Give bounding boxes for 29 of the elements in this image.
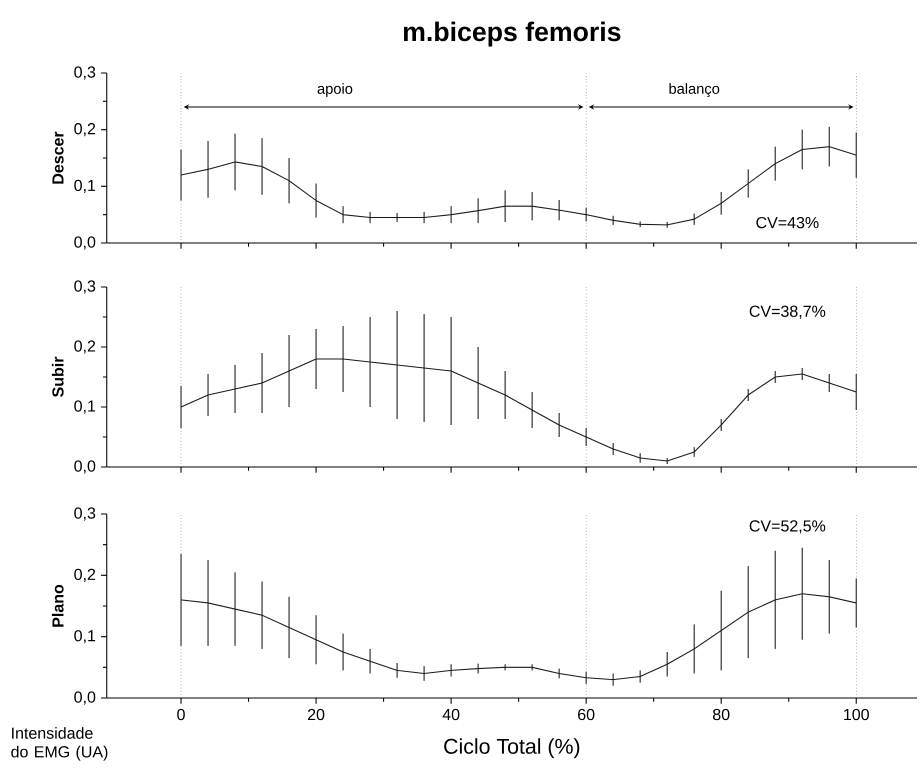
y-tick-label: 0,0 bbox=[74, 460, 96, 474]
y-tick-label: 0,1 bbox=[74, 400, 96, 414]
y-axis-title: Subir bbox=[52, 356, 64, 397]
text: Intensidade do EMG (UA) bbox=[11, 727, 108, 761]
y-tick-label: 0,2 bbox=[74, 568, 96, 582]
y-tick-label: 0,2 bbox=[74, 340, 96, 354]
x-tick-label: 100 bbox=[844, 708, 869, 720]
y-tick-label: 0,3 bbox=[74, 66, 96, 80]
chart-title: m.biceps femoris bbox=[404, 22, 620, 47]
y-tick-label: 0,1 bbox=[74, 180, 96, 193]
x-tick-label: 80 bbox=[712, 708, 730, 720]
x-tick-label: 60 bbox=[578, 708, 594, 720]
y-tick-label: 0,0 bbox=[74, 691, 96, 705]
annotation: CV=38,7% bbox=[750, 306, 826, 319]
y-tick-label: 0,3 bbox=[74, 280, 96, 294]
annotation: CV=52,5% bbox=[750, 520, 826, 534]
annotation: balanço bbox=[669, 83, 720, 97]
y-tick-label: 0,0 bbox=[74, 236, 96, 250]
y-tick-label: 0,2 bbox=[74, 123, 96, 136]
x-axis-title: Ciclo Total (%) bbox=[444, 738, 580, 758]
y-axis-title: Descer bbox=[52, 132, 64, 184]
y-tick-label: 0,3 bbox=[74, 507, 96, 521]
x-tick-label: 40 bbox=[442, 708, 460, 720]
x-tick-label: 20 bbox=[308, 708, 324, 720]
y-tick-label: 0,1 bbox=[74, 630, 96, 644]
x-tick-label: 0 bbox=[177, 708, 185, 720]
y-axis-title: Plano bbox=[52, 584, 64, 627]
annotation: CV=43% bbox=[756, 216, 819, 228]
annotation: apoio bbox=[318, 83, 352, 97]
